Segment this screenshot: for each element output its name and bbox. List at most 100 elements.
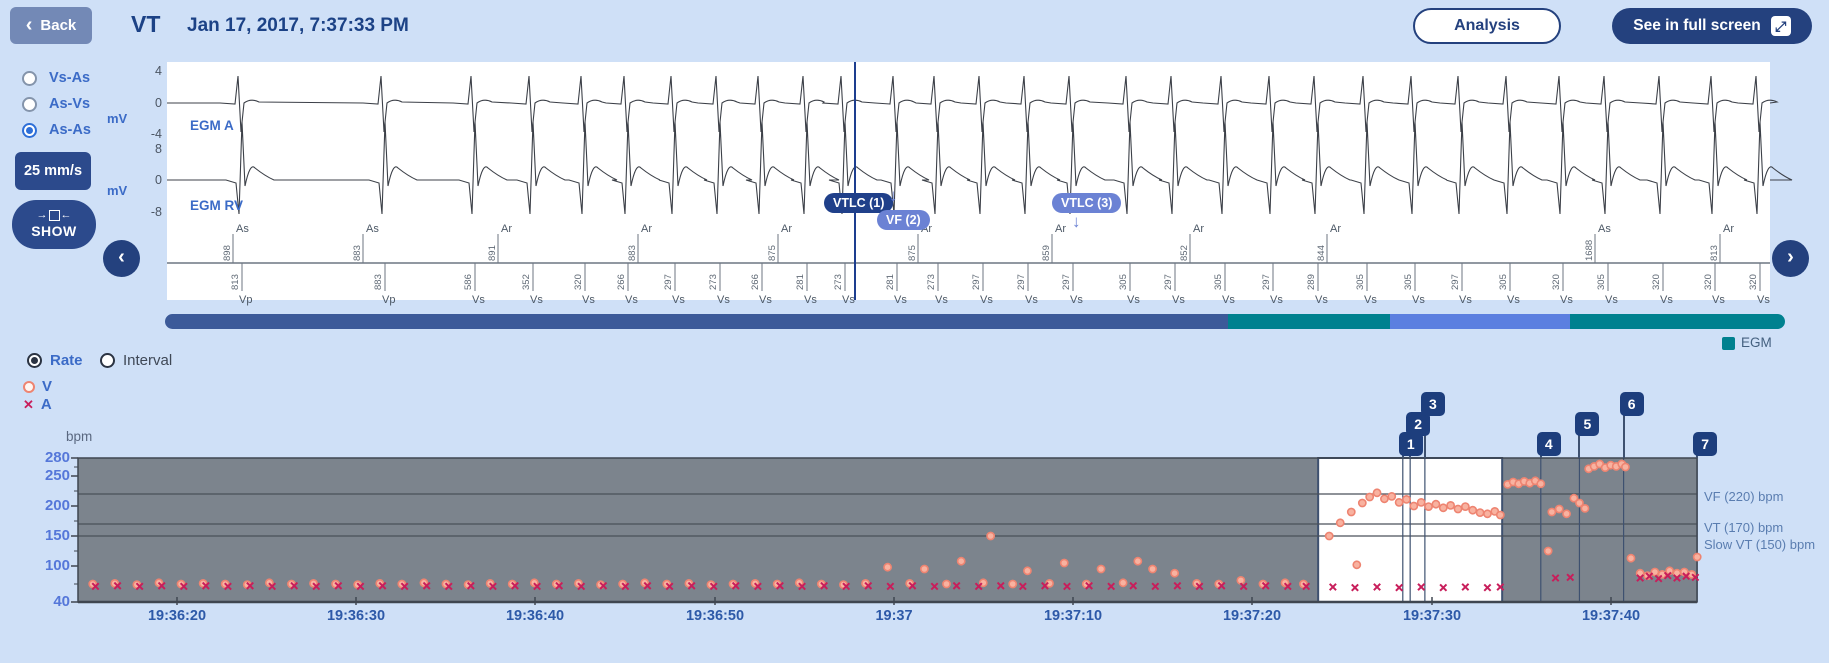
event-flag-1[interactable]: 1 (1398, 432, 1423, 456)
v-beat-point (1562, 509, 1571, 519)
a-beat-point (1173, 581, 1182, 590)
ventricular-event-label: Vp (382, 294, 395, 306)
sweep-option-vs-as[interactable]: Vs-As (22, 70, 90, 86)
episode-event-pill[interactable]: VTLC (3) (1052, 193, 1122, 213)
interval-value: 875 (767, 245, 778, 261)
egm-timeline-scrollbar[interactable] (165, 314, 1785, 329)
a-beat-point (776, 581, 784, 590)
radio-icon[interactable] (22, 122, 37, 138)
ventricular-event-label: Vs (625, 294, 638, 306)
a-beat-point (1129, 581, 1138, 590)
v-beat-point (1483, 509, 1492, 519)
a-beat-point (1654, 574, 1663, 583)
sweep-speed-button[interactable]: 25 mm/s (15, 152, 91, 190)
event-flag-6[interactable]: 6 (1619, 392, 1644, 416)
a-beat-point (268, 582, 277, 591)
interval-value: 883 (373, 274, 384, 290)
ventricular-event-label: Vs (1712, 294, 1725, 306)
a-beat-point (1395, 583, 1404, 592)
v-beat-point (1569, 493, 1579, 503)
event-flag-4[interactable]: 4 (1536, 432, 1561, 456)
x-tick-label: 19:37 (875, 608, 913, 624)
radio-icon[interactable] (27, 353, 42, 368)
event-flag-5[interactable]: 5 (1575, 412, 1600, 436)
a-beat-point (1063, 582, 1071, 591)
event-flag-pole (1539, 455, 1542, 458)
a-beat-point (753, 582, 762, 591)
egm-legend-swatch (1722, 337, 1735, 350)
a-beat-point (798, 582, 806, 591)
interval-value: 297 (1261, 274, 1272, 290)
chevron-left-icon: ‹ (25, 13, 33, 36)
episode-event-pill[interactable]: VTLC (1) (824, 193, 894, 213)
y-tick-label: 200 (44, 497, 70, 514)
a-beat-point (996, 581, 1005, 590)
interval-value: 813 (1709, 245, 1720, 261)
a-beat-point (444, 582, 453, 591)
a-beat-point (489, 582, 497, 591)
interval-value: 852 (1179, 245, 1190, 261)
v-beat-point (1023, 566, 1032, 576)
interval-value: 297 (971, 274, 982, 290)
analysis-button[interactable]: Analysis (1413, 8, 1561, 44)
sweep-option-as-as[interactable]: As-As (22, 122, 91, 138)
v-beat-point (1387, 492, 1397, 501)
scroll-left-button[interactable]: ‹ (103, 240, 140, 277)
fullscreen-button[interactable]: See in full screen ⤢ (1612, 8, 1812, 44)
radio-icon[interactable] (22, 70, 37, 86)
v-beat-point (1380, 494, 1389, 504)
event-flag-7[interactable]: 7 (1693, 432, 1718, 456)
scrollbar-thumb[interactable] (1389, 314, 1570, 329)
radio-icon[interactable] (100, 353, 115, 368)
x-tick-label: 19:36:40 (505, 608, 565, 624)
egm-strip-panel[interactable]: 898 As 883 As 891 Ar 883 Ar 875 Ar 875 Ar 859 Ar 852 Ar… (167, 62, 1793, 306)
a-beat-point (113, 581, 122, 590)
v-beat-point (1008, 579, 1018, 589)
a-beat-point (1551, 574, 1560, 582)
v-beat-point (1346, 507, 1356, 517)
ventricular-event-label: Vs (717, 294, 730, 306)
a-beat-point (665, 582, 674, 591)
v-beat-point (1402, 495, 1411, 504)
episode-event-pill[interactable]: VF (2) (877, 210, 930, 230)
event-flag-pole (1696, 455, 1699, 458)
egm-rv-label: EGM RV (190, 198, 244, 213)
episode-timestamp: Jan 17, 2017, 7:37:33 PM (187, 15, 409, 36)
radio-icon[interactable] (22, 96, 37, 112)
a-beat-point (1018, 582, 1027, 591)
a-beat-point (1217, 581, 1226, 590)
v-beat-point (1621, 462, 1630, 472)
interval-value: 320 (1551, 274, 1562, 290)
x-tick-label: 19:37:40 (1581, 608, 1641, 624)
v-beat-point (1580, 504, 1590, 513)
atrial-event-label: Ar (641, 223, 652, 235)
mode-option-interval[interactable]: Interval (100, 352, 172, 369)
ventricular-event-label: Vs (1222, 294, 1235, 306)
y-tick-label: 280 (44, 449, 70, 466)
show-button[interactable]: → ← SHOW (12, 200, 96, 249)
sweep-option-as-vs[interactable]: As-Vs (22, 96, 90, 112)
scroll-right-button[interactable]: › (1772, 240, 1809, 277)
interval-value: 281 (885, 274, 896, 290)
a-beat-point (378, 581, 387, 590)
egm-rv-tick-8: 8 (155, 142, 162, 156)
ventricular-event-label: Vs (1270, 294, 1283, 306)
y-tick-label: 250 (44, 467, 70, 484)
interval-value: 273 (708, 274, 719, 290)
a-beat-point (974, 582, 983, 591)
interval-value: 273 (833, 274, 844, 290)
interval-value: 289 (1306, 274, 1317, 290)
event-flag-2[interactable]: 2 (1406, 412, 1431, 436)
a-beat-point (1261, 581, 1270, 590)
event-flag-3[interactable]: 3 (1420, 392, 1445, 416)
a-beat-point (1107, 582, 1116, 591)
back-button[interactable]: ‹ Back (10, 7, 92, 44)
v-beat-point (1495, 510, 1505, 520)
mode-option-rate[interactable]: Rate (27, 352, 83, 369)
egm-rv-trace (167, 121, 1793, 215)
a-beat-point (643, 581, 652, 590)
v-beat-point (1554, 504, 1564, 514)
ventricular-event-label: Vs (582, 294, 595, 306)
egm-a-tick-n4: -4 (150, 127, 162, 141)
